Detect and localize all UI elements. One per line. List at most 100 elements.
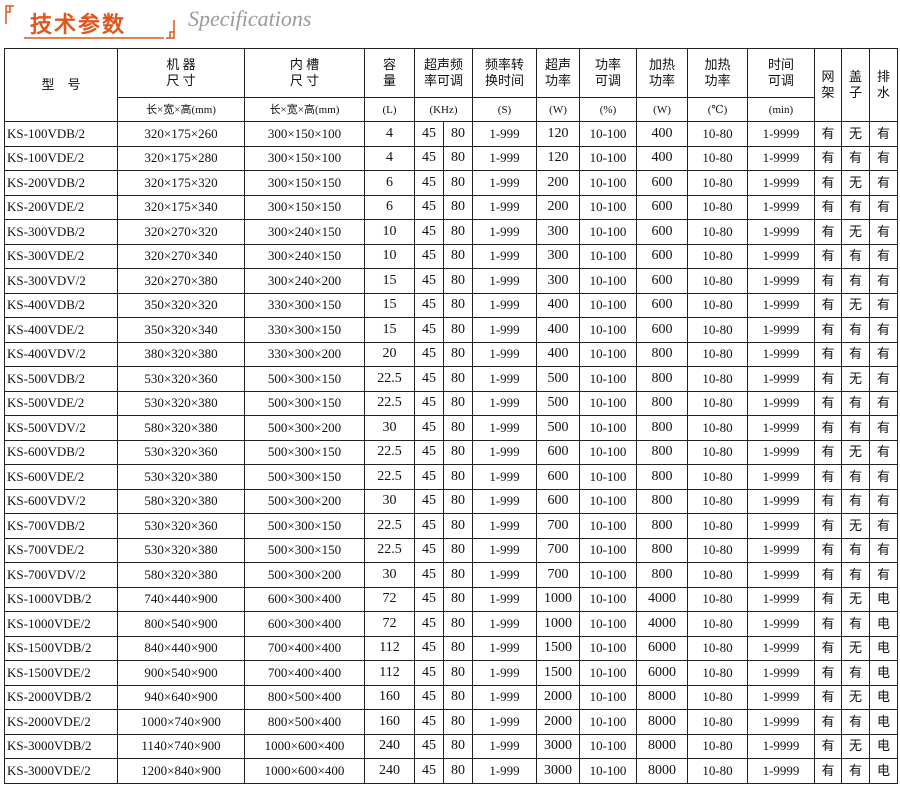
cell: 80	[442, 121, 474, 147]
cell: KS-600VDE/2	[4, 464, 118, 490]
cell: 45	[414, 562, 444, 588]
cell: 有	[869, 537, 899, 563]
cell: 有	[869, 243, 899, 269]
cell: 8000	[636, 684, 689, 710]
cell: 500	[536, 390, 581, 416]
cell: 22.5	[364, 513, 415, 539]
cell: 700	[536, 513, 581, 539]
cell: 45	[414, 170, 444, 196]
cell: 350×320×320	[117, 292, 245, 318]
cell: 1-9999	[747, 684, 816, 710]
cell: 1-9999	[747, 145, 816, 171]
cell: 600	[636, 243, 689, 269]
data-row: KS-600VDE/2 530×320×380 500×300×150 22.5 45 8…	[4, 464, 899, 490]
cell: 500×300×200	[244, 488, 365, 514]
cell: 530×320×360	[117, 513, 245, 539]
data-row: KS-100VDE/2 320×175×280 300×150×100 4 45 80 1-…	[4, 145, 899, 171]
cell: 1-9999	[747, 194, 816, 220]
cell: 80	[442, 439, 474, 465]
cell: 1-999	[472, 464, 538, 490]
data-row: KS-1500VDE/2 900×540×900 700×400×400 112 45 8…	[4, 660, 899, 686]
cell: 500×300×150	[244, 390, 365, 416]
title: 技术参数	[30, 13, 127, 38]
cell: 380×320×380	[117, 341, 245, 367]
cell: 10-100	[579, 635, 638, 661]
cell: 240	[364, 758, 415, 784]
cell: 22.5	[364, 464, 415, 490]
cell: 10	[364, 243, 415, 269]
cell: 有	[814, 733, 843, 759]
cell: KS-500VDB/2	[4, 366, 118, 392]
cell: 有	[869, 513, 899, 539]
data-row: KS-1500VDB/2 840×440×900 700×400×400 112 45 8…	[4, 635, 899, 661]
cell: KS-1500VDB/2	[4, 635, 118, 661]
cell: 10-100	[579, 243, 638, 269]
cell: 有	[814, 390, 843, 416]
unit-row: 长×宽×高(mm) 长×宽×高(mm) (L) (KHz) (S) (W) (%) (W) (℃…	[5, 97, 898, 122]
cell: 1-999	[472, 341, 538, 367]
cell: 电	[869, 660, 899, 686]
cell: 1-999	[472, 145, 538, 171]
column-header: 加热 功率	[687, 48, 749, 98]
cell: 无	[841, 219, 871, 245]
cell: 10-80	[687, 684, 749, 710]
cell: 1-999	[472, 709, 538, 735]
cell: KS-100VDB/2	[4, 121, 118, 147]
cell: 10-100	[579, 660, 638, 686]
cell: 45	[414, 513, 444, 539]
cell: KS-500VDE/2	[4, 390, 118, 416]
cell: 80	[442, 366, 474, 392]
cell: 1-9999	[747, 219, 816, 245]
cell: 10-100	[579, 145, 638, 171]
cell: 10-100	[579, 537, 638, 563]
cell: 600×300×400	[244, 611, 365, 637]
cell: 10-80	[687, 292, 749, 318]
column-header: 超声 功率	[536, 48, 581, 98]
cell: 80	[442, 194, 474, 220]
cell: 有	[814, 268, 843, 294]
cell: 10-100	[579, 611, 638, 637]
cell: 有	[869, 317, 899, 343]
cell: 8000	[636, 758, 689, 784]
cell: 700×400×400	[244, 635, 365, 661]
cell: 80	[442, 586, 474, 612]
cell: 330×300×150	[244, 292, 365, 318]
cell: 1-999	[472, 488, 538, 514]
cell: 10-80	[687, 145, 749, 171]
cell: 600	[536, 439, 581, 465]
cell: 600	[636, 194, 689, 220]
cell: 800	[636, 488, 689, 514]
cell: 10-80	[687, 611, 749, 637]
column-header: 排 水	[869, 48, 899, 122]
cell: 10-100	[579, 513, 638, 539]
cell: 320×175×320	[117, 170, 245, 196]
cell: 1-999	[472, 415, 538, 441]
cell: 10-80	[687, 758, 749, 784]
cell: 10-80	[687, 243, 749, 269]
cell: 400	[536, 341, 581, 367]
cell: 4000	[636, 611, 689, 637]
data-row: KS-700VDB/2 530×320×360 500×300×150 22.5 45 8…	[4, 513, 899, 539]
cell: 112	[364, 660, 415, 686]
cell: 1-999	[472, 170, 538, 196]
cell: 45	[414, 537, 444, 563]
cell: 有	[841, 243, 871, 269]
cell: 80	[442, 488, 474, 514]
cell: 45	[414, 488, 444, 514]
cell: 600	[636, 219, 689, 245]
cell: 1-999	[472, 366, 538, 392]
cell: 6000	[636, 635, 689, 661]
cell: KS-400VDB/2	[4, 292, 118, 318]
cell: 有	[841, 145, 871, 171]
cell: 80	[442, 537, 474, 563]
cell: 10-80	[687, 488, 749, 514]
cell: 无	[841, 733, 871, 759]
column-header: 型 号	[4, 48, 118, 122]
data-row: KS-300VDV/2 320×270×380 300×240×200 15 45 80 1…	[4, 268, 899, 294]
cell: 1-9999	[747, 439, 816, 465]
cell: 有	[814, 464, 843, 490]
column-header: 功率 可调	[579, 48, 638, 98]
unit-cell: (℃)	[687, 97, 749, 122]
cell: 有	[814, 317, 843, 343]
